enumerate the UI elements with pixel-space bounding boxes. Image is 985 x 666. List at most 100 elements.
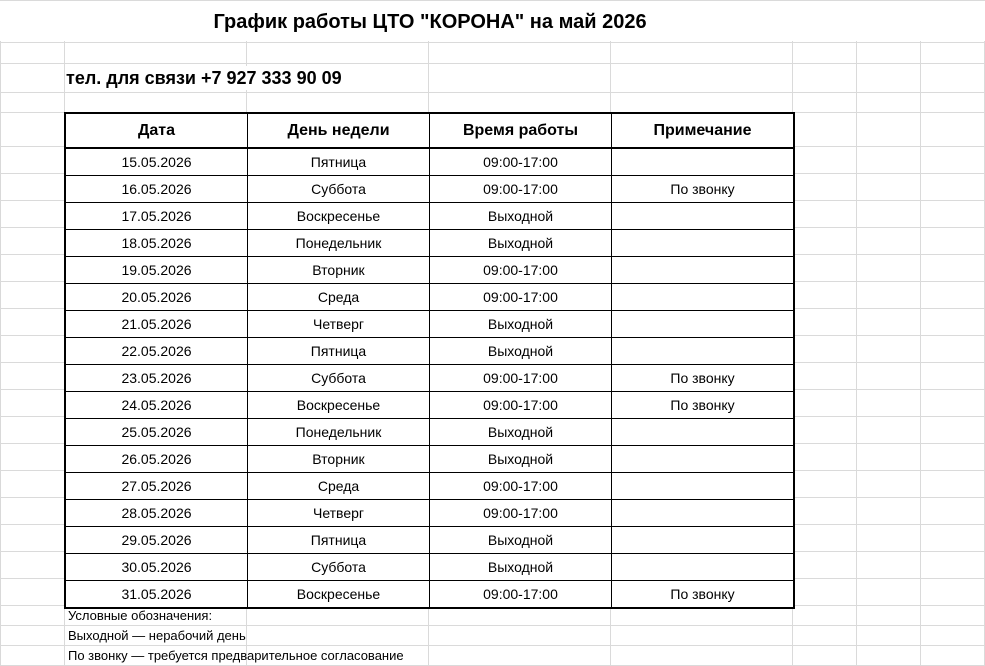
cell-date[interactable]: 30.05.2026 [64,553,248,581]
cell-work-hours[interactable]: 09:00-17:00 [429,391,612,419]
grid-column-line [856,0,857,666]
cell-date[interactable]: 15.05.2026 [64,147,248,176]
cell-note[interactable] [611,283,795,311]
cell-work-hours[interactable]: 09:00-17:00 [429,499,612,527]
cell-note[interactable] [611,202,795,230]
grid-row-line [0,92,985,93]
header-note[interactable]: Примечание [611,112,795,149]
cell-weekday[interactable]: Среда [247,472,430,500]
header-weekday[interactable]: День недели [247,112,430,149]
header-date[interactable]: Дата [64,112,248,149]
cell-weekday[interactable]: Воскресенье [247,580,430,609]
table-row: 16.05.2026 Суббота 09:00-17:00 По звонку [64,175,795,203]
table-row: 24.05.2026 Воскресенье 09:00-17:00 По зв… [64,391,795,419]
cell-note[interactable] [611,256,795,284]
cell-date[interactable]: 27.05.2026 [64,472,248,500]
cell-date[interactable]: 26.05.2026 [64,445,248,473]
cell-note[interactable]: По звонку [611,391,795,419]
cell-weekday[interactable]: Среда [247,283,430,311]
cell-note[interactable] [611,418,795,446]
cell-work-hours[interactable]: 09:00-17:00 [429,283,612,311]
cell-work-hours[interactable]: 09:00-17:00 [429,472,612,500]
cell-work-hours[interactable]: Выходной [429,526,612,554]
cell-work-hours[interactable]: Выходной [429,337,612,365]
table-row: 28.05.2026 Четверг 09:00-17:00 [64,499,795,527]
cell-work-hours[interactable]: Выходной [429,418,612,446]
cell-date[interactable]: 18.05.2026 [64,229,248,257]
legend-item-by-call[interactable]: По звонку — требуется предварительное со… [68,648,404,663]
cell-work-hours[interactable]: Выходной [429,202,612,230]
cell-note[interactable]: По звонку [611,175,795,203]
cell-weekday[interactable]: Понедельник [247,229,430,257]
table-row: 22.05.2026 Пятница Выходной [64,337,795,365]
grid-row-line [0,63,985,64]
cell-work-hours[interactable]: Выходной [429,553,612,581]
legend-item-day-off[interactable]: Выходной — нерабочий день [68,628,246,643]
cell-note[interactable] [611,499,795,527]
table-row: 29.05.2026 Пятница Выходной [64,526,795,554]
table-row: 17.05.2026 Воскресенье Выходной [64,202,795,230]
cell-date[interactable]: 17.05.2026 [64,202,248,230]
table-row: 23.05.2026 Суббота 09:00-17:00 По звонку [64,364,795,392]
grid-row-line [0,645,985,646]
sheet-title[interactable]: График работы ЦТО "КОРОНА" на май 2026 [0,8,860,36]
cell-weekday[interactable]: Понедельник [247,418,430,446]
cell-weekday[interactable]: Четверг [247,310,430,338]
cell-weekday[interactable]: Суббота [247,364,430,392]
cell-date[interactable]: 19.05.2026 [64,256,248,284]
cell-weekday[interactable]: Пятница [247,337,430,365]
cell-date[interactable]: 24.05.2026 [64,391,248,419]
cell-note[interactable]: По звонку [611,364,795,392]
cell-note[interactable] [611,553,795,581]
cell-date[interactable]: 25.05.2026 [64,418,248,446]
cell-date[interactable]: 16.05.2026 [64,175,248,203]
cell-weekday[interactable]: Воскресенье [247,202,430,230]
table-row: 27.05.2026 Среда 09:00-17:00 [64,472,795,500]
cell-note[interactable] [611,472,795,500]
cell-date[interactable]: 28.05.2026 [64,499,248,527]
contact-phone[interactable]: тел. для связи +7 927 333 90 09 [66,66,346,90]
cell-date[interactable]: 22.05.2026 [64,337,248,365]
grid-row-line [0,42,985,43]
cell-weekday[interactable]: Четверг [247,499,430,527]
cell-date[interactable]: 31.05.2026 [64,580,248,609]
table-row: 30.05.2026 Суббота Выходной [64,553,795,581]
table-row: 19.05.2026 Вторник 09:00-17:00 [64,256,795,284]
cell-work-hours[interactable]: 09:00-17:00 [429,364,612,392]
table-row: 18.05.2026 Понедельник Выходной [64,229,795,257]
cell-weekday[interactable]: Вторник [247,256,430,284]
cell-weekday[interactable]: Суббота [247,553,430,581]
cell-note[interactable] [611,445,795,473]
cell-note[interactable] [611,147,795,176]
table-row: 26.05.2026 Вторник Выходной [64,445,795,473]
cell-date[interactable]: 29.05.2026 [64,526,248,554]
cell-note[interactable] [611,337,795,365]
cell-weekday[interactable]: Вторник [247,445,430,473]
cell-weekday[interactable]: Воскресенье [247,391,430,419]
cell-work-hours[interactable]: 09:00-17:00 [429,147,612,176]
cell-date[interactable]: 21.05.2026 [64,310,248,338]
grid-row-line [0,625,985,626]
cell-note[interactable]: По звонку [611,580,795,609]
table-header-row: Дата День недели Время работы Примечание [64,112,795,149]
cell-note[interactable] [611,229,795,257]
cell-work-hours[interactable]: Выходной [429,229,612,257]
cell-work-hours[interactable]: 09:00-17:00 [429,580,612,609]
cell-date[interactable]: 23.05.2026 [64,364,248,392]
header-work-hours[interactable]: Время работы [429,112,612,149]
cell-work-hours[interactable]: 09:00-17:00 [429,175,612,203]
legend-heading[interactable]: Условные обозначения: [68,608,213,623]
grid-row-line [0,0,985,1]
table-row: 21.05.2026 Четверг Выходной [64,310,795,338]
cell-note[interactable] [611,526,795,554]
cell-work-hours[interactable]: 09:00-17:00 [429,256,612,284]
cell-weekday[interactable]: Суббота [247,175,430,203]
schedule-table: Дата День недели Время работы Примечание… [64,112,795,609]
cell-weekday[interactable]: Пятница [247,526,430,554]
cell-work-hours[interactable]: Выходной [429,445,612,473]
cell-weekday[interactable]: Пятница [247,147,430,176]
cell-note[interactable] [611,310,795,338]
cell-date[interactable]: 20.05.2026 [64,283,248,311]
cell-work-hours[interactable]: Выходной [429,310,612,338]
